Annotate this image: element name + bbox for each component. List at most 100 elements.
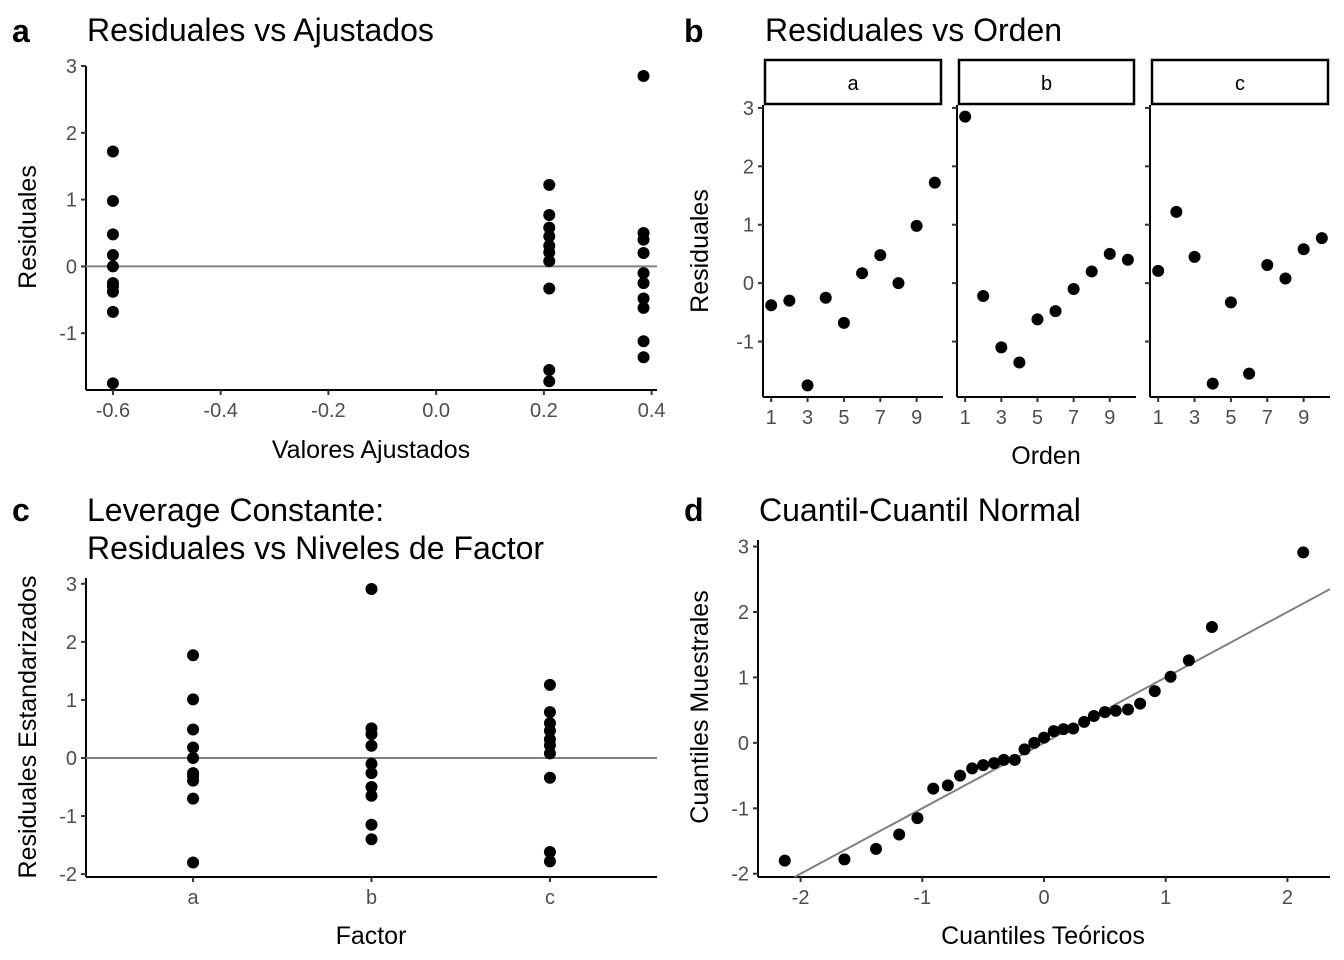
panel-a-data-point [106,260,119,273]
panel-c-data-point [543,771,556,784]
panel-a-y-tick-label: 1 [66,190,77,212]
panel-b-data-point [1152,264,1165,277]
panel-d-normal-qq: d Cuantil-Cuantil Normal Cuantiles Teóri… [684,492,1331,950]
panel-a-data-point [637,233,650,246]
panel-a-data-point [543,178,556,191]
panel-b-x-tick-label: 1 [766,407,777,429]
panel-c-data-point [365,739,378,752]
panel-d-data-point [1028,736,1041,749]
panel-a-data-point [637,267,650,280]
panel-d-data-point [1205,621,1218,634]
panel-d-data-point [1018,743,1031,756]
panel-d-data-point [1182,654,1195,667]
panel-c-data-point [187,649,200,662]
panel-d-data-point [1098,706,1111,719]
panel-a-data-point [637,292,650,305]
panel-a-x-tick-label: 0.0 [422,400,450,422]
panel-b-title: Residuales vs Orden [765,12,1062,48]
panel-a-x-tick-label: 0.2 [530,400,558,422]
panel-b-residuals-vs-order: b Residuales vs Orden Orden Residuales a… [684,12,1330,470]
panel-a-data-point [637,70,650,83]
panel-b-data-point [1067,282,1080,295]
panel-c-data-point [187,751,200,764]
panel-c-x-tick-label: b [366,887,377,909]
panel-a-y-tick-label: 2 [66,123,77,145]
panel-b-data-point [1085,265,1098,278]
panel-a-data-point [106,249,119,262]
panel-d-data-point [838,853,851,866]
panel-b-data-point [1243,367,1256,380]
panel-d-y-tick-label: 3 [738,537,749,559]
panel-a-title: Residuales vs Ajustados [87,12,434,48]
panel-c-title-line-2: Residuales vs Niveles de Factor [87,530,544,566]
panel-d-y-axis-title: Cuantiles Muestrales [686,590,714,823]
panel-a-data-point [543,230,556,243]
panel-b-data-point [1013,356,1026,369]
panel-b-x-tick-label: 1 [1153,407,1164,429]
panel-b-x-tick-label: 7 [1262,407,1273,429]
panel-b-data-point [910,219,923,232]
panel-d-y-tick-label: -1 [731,798,749,820]
panel-d-data-point [927,782,940,795]
panel-c-data-point [543,724,556,737]
panel-a-data-point [106,145,119,158]
panel-b-facet-strip-label: b [1041,73,1052,95]
panel-b-x-tick-label: 5 [838,407,849,429]
panel-a-data-point [543,282,556,295]
panel-d-data-point [1008,753,1021,766]
panel-b-facet-strip [1150,58,1330,106]
panel-b-facet-strip [763,58,943,106]
panel-b-y-tick-label: 0 [743,273,754,295]
panel-d-data-point [1057,723,1070,736]
panel-a-data-point [637,351,650,364]
panel-d-data-point [954,769,967,782]
panel-c-data-point [543,678,556,691]
panel-tag-b: b [684,13,704,49]
panel-a-data-point [106,377,119,390]
panel-d-data-point [1047,725,1060,738]
panel-d-data-point [1067,722,1080,735]
panel-a-residuals-vs-fitted: a Residuales vs Ajustados Valores Ajusta… [12,12,666,464]
panel-c-data-point [543,706,556,719]
panel-d-data-point [1038,731,1050,744]
panel-b-data-point [1103,247,1116,260]
panel-b-data-point [1206,377,1219,390]
panel-c-data-point [365,818,378,831]
panel-d-data-point [870,842,883,855]
panel-a-y-tick-label: 0 [66,256,77,278]
panel-c-data-point [543,747,556,760]
panel-a-data-point [637,335,650,348]
panel-d-data-point [941,779,954,792]
panel-b-y-tick-label: 3 [743,98,754,120]
panel-b-facet-strip [957,58,1136,106]
panel-c-y-axis-title: Residuales Estandarizados [14,576,42,879]
panel-d-data-point [1148,685,1161,698]
panel-c-x-axis-title: Factor [336,922,407,950]
panel-a-data-point [543,375,556,388]
panel-a-x-tick-label: 0.4 [638,400,666,422]
panel-b-data-point [819,291,832,304]
panel-d-x-axis-title: Cuantiles Teóricos [941,922,1145,950]
panel-c-data-point [543,846,556,859]
panel-d-data-point [1087,710,1100,723]
panel-b-data-point [1261,259,1274,272]
panel-c-data-point [365,757,378,770]
panel-a-data-point [543,255,556,268]
panel-b-data-point [801,379,814,392]
panel-b-facet-strip-label: a [847,73,859,95]
panel-c-data-point [187,693,200,706]
panel-b-data-point [977,289,990,302]
panel-b-y-axis-title: Residuales [686,189,714,313]
panel-d-x-tick-label: 0 [1038,887,1049,909]
panel-tag-d: d [684,492,704,528]
panel-d-data-point [966,762,979,775]
panel-c-y-tick-label: 2 [66,632,77,654]
panel-d-y-tick-label: -2 [731,864,749,886]
panel-b-data-point [1315,232,1328,245]
panel-d-x-tick-label: 2 [1282,887,1293,909]
panel-a-x-tick-label: -0.6 [96,400,130,422]
panel-b-data-point [874,249,887,262]
panel-d-y-tick-label: 0 [738,733,749,755]
panel-b-x-tick-label: 3 [1189,407,1200,429]
panel-b-data-point [1170,205,1183,218]
